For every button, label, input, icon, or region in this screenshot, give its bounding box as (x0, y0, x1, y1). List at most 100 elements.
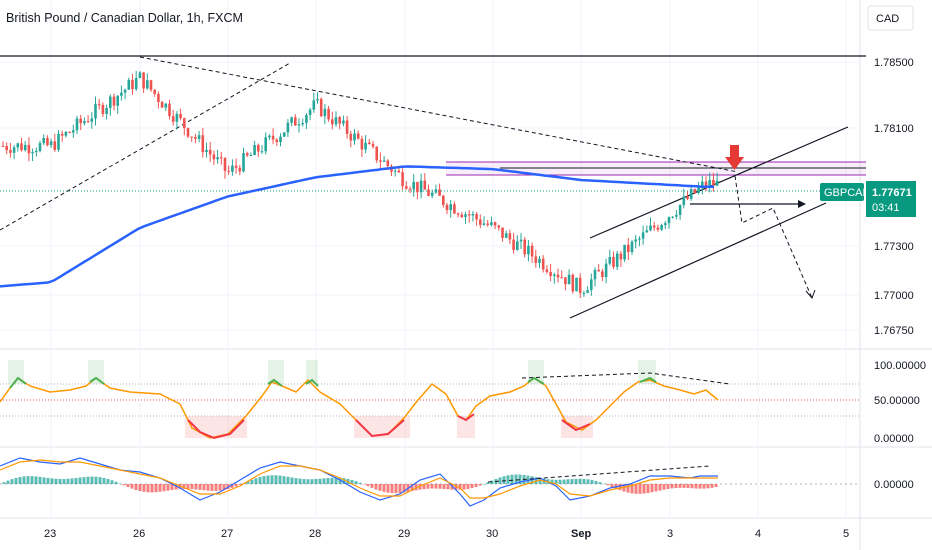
oscillator-tick: 50.00000 (874, 395, 920, 407)
candle-body (442, 195, 445, 205)
candle-body (238, 167, 242, 172)
macd-histogram-bar (38, 476, 42, 484)
macd-histogram-bar (326, 478, 330, 484)
candle-body (109, 96, 112, 108)
candle-body (430, 192, 434, 196)
macd-histogram-bar (358, 482, 362, 484)
candle-body (649, 225, 652, 231)
candle-body (264, 137, 267, 152)
macd-histogram-bar (510, 474, 514, 484)
macd-histogram-bar (434, 484, 438, 489)
macd-histogram-bar (594, 480, 598, 484)
macd-histogram-bar (590, 479, 594, 484)
candle-body (434, 189, 438, 193)
macd-histogram-bar (602, 483, 606, 485)
macd-histogram-bar (570, 479, 574, 484)
candle-body (449, 204, 452, 211)
candle-body (297, 124, 301, 126)
descending-trendline[interactable] (139, 56, 739, 173)
candle-body (327, 108, 330, 120)
candle-body (438, 189, 441, 196)
macd-divergence-line[interactable] (487, 465, 711, 483)
candle-body (79, 118, 82, 124)
candle-body (475, 214, 478, 220)
candle-body (349, 133, 353, 141)
candle-body (693, 189, 697, 193)
candle-body (541, 258, 545, 270)
macd-pane: 0.00000 (0, 457, 914, 507)
candle-body (578, 277, 582, 294)
candle-body (160, 102, 164, 108)
candle-body (519, 239, 523, 242)
macd-histogram-bar (350, 479, 354, 484)
macd-histogram-bar (554, 479, 558, 484)
candle-body (427, 189, 430, 196)
candle-body (682, 196, 686, 206)
candle-body (371, 143, 375, 147)
macd-histogram-bar (506, 475, 510, 484)
horizontal-grid (0, 61, 860, 331)
symbol-tag-label: GBPCAD (824, 187, 871, 199)
macd-histogram-bar (206, 484, 210, 491)
macd-histogram-bar (610, 484, 614, 487)
macd-histogram-bar (486, 482, 490, 484)
macd-histogram-bar (342, 478, 346, 484)
macd-histogram-bar (362, 484, 366, 485)
candle-body (375, 146, 378, 161)
oscillator-pane: 100.00000 50.00000 0.00000 (0, 360, 926, 445)
channel-upper-line[interactable] (589, 126, 849, 239)
candle-body (86, 121, 90, 123)
macd-histogram-bar (638, 484, 642, 494)
macd-histogram-bar (62, 478, 66, 484)
candle-body (641, 232, 645, 239)
macd-histogram-bar (678, 484, 682, 488)
candle-body (38, 143, 42, 151)
macd-histogram-bar (438, 484, 442, 489)
macd-histogram-bar (462, 484, 466, 490)
price-tag-value: 1.77671 (872, 187, 912, 199)
macd-histogram-bar (66, 478, 70, 484)
candle-body (345, 120, 349, 134)
candle-body (31, 152, 34, 154)
candle-body (627, 244, 630, 253)
time-axis[interactable]: 23 26 27 28 29 30 Sep 3 4 5 (44, 528, 849, 540)
candle-body (57, 133, 60, 150)
candle-body (64, 131, 68, 136)
candle-body (460, 214, 464, 218)
candle-body (83, 121, 86, 124)
candle-body (105, 107, 108, 114)
candle-body (1, 145, 5, 147)
candle-body (445, 204, 449, 211)
macd-histogram-bar (418, 484, 422, 490)
channel-lower-line[interactable] (569, 202, 827, 319)
candle-body (190, 136, 193, 138)
candle-body (186, 128, 190, 137)
macd-histogram-bar (330, 477, 334, 484)
oscillator-divergence-line[interactable] (521, 372, 731, 385)
candle-body (212, 154, 216, 160)
projected-path[interactable] (734, 175, 813, 299)
macd-histogram-bar (318, 478, 322, 484)
candle-body (701, 181, 704, 188)
candle-body (223, 157, 227, 171)
macd-histogram-bar (162, 484, 166, 492)
macd-histogram-bar (234, 484, 238, 487)
price-scale[interactable]: CAD 1.78500 1.78100 1.77300 1.77000 1.76… (867, 5, 914, 337)
candle-body (23, 144, 27, 151)
candle-body (564, 277, 567, 285)
macd-histogram-bar (2, 482, 6, 484)
macd-histogram-bar (90, 476, 94, 484)
currency-button[interactable] (867, 5, 914, 31)
candle-body (331, 119, 334, 125)
macd-histogram-bar (142, 484, 146, 492)
macd-histogram-bar (82, 477, 86, 484)
candle-body (553, 274, 556, 277)
projection-arrowhead (798, 200, 806, 208)
macd-histogram-bar (42, 477, 46, 484)
macd-histogram-bar (538, 477, 542, 484)
macd-histogram-bar (626, 484, 630, 493)
price-tick: 1.77000 (874, 290, 914, 302)
price-tick: 1.78500 (874, 57, 914, 69)
oscillator-tick: 0.00000 (874, 433, 914, 445)
candle-body (271, 135, 275, 140)
